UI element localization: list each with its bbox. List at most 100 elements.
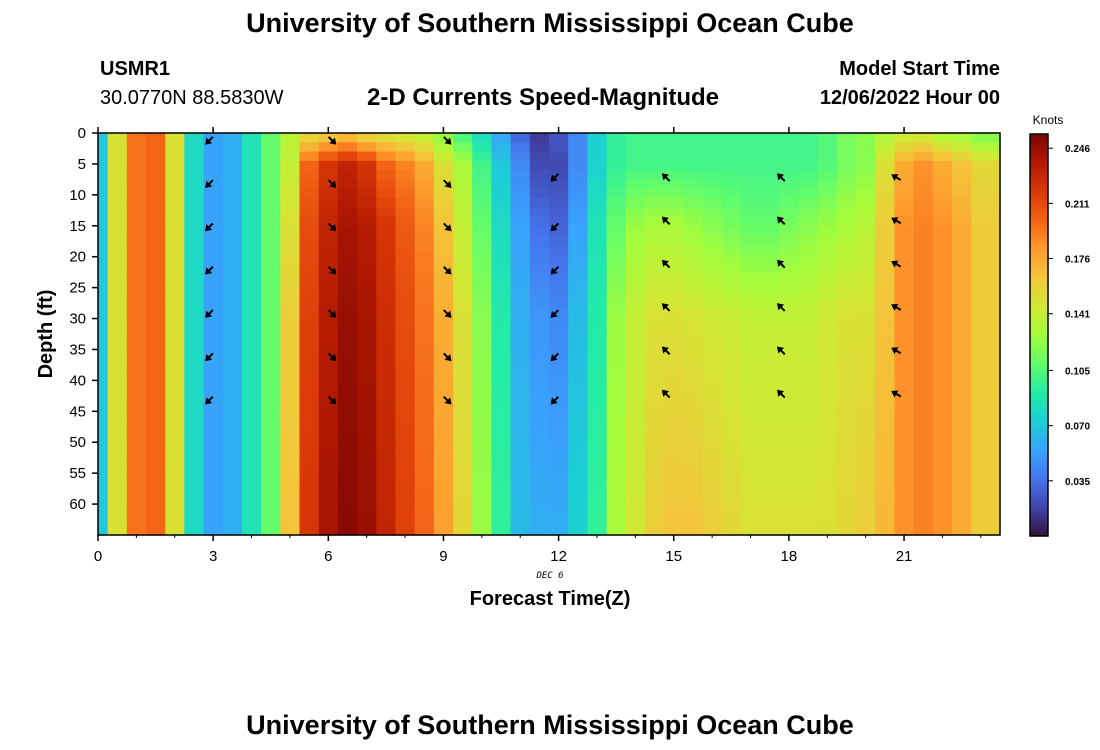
heatmap-cell	[664, 346, 684, 357]
heatmap-cell	[414, 262, 435, 273]
heatmap-cell	[606, 272, 627, 283]
heatmap-cell	[491, 253, 512, 264]
heatmap-cell	[625, 281, 646, 292]
heatmap-cell	[913, 364, 934, 375]
heatmap-cell	[606, 281, 627, 292]
colorbar-tick-label: 0.246	[1065, 144, 1090, 155]
heatmap-cell	[740, 513, 761, 524]
heatmap-cell	[184, 142, 205, 153]
heatmap-cell	[760, 531, 780, 536]
heatmap-cell	[817, 411, 838, 422]
heatmap-cell	[836, 170, 857, 180]
heatmap-cell	[510, 513, 531, 524]
heatmap-cell	[779, 457, 800, 468]
model-start-value: 12/06/2022 Hour 00	[819, 87, 1000, 109]
heatmap-cell	[913, 383, 934, 394]
heatmap-cell	[856, 272, 876, 283]
heatmap-cell	[702, 216, 723, 227]
heatmap-cell	[817, 160, 838, 171]
heatmap-cell	[107, 160, 128, 171]
heatmap-cell	[395, 188, 416, 199]
heatmap-cell	[357, 225, 377, 236]
heatmap-cell	[683, 466, 704, 477]
heatmap-cell	[625, 262, 646, 273]
heatmap-cell	[98, 290, 109, 301]
heatmap-cell	[856, 411, 876, 422]
heatmap-cell	[165, 337, 185, 347]
heatmap-cell	[337, 179, 358, 190]
heatmap-cell	[357, 364, 377, 375]
heatmap-cell	[241, 327, 262, 338]
heatmap-cell	[165, 299, 185, 310]
heatmap-cell	[913, 160, 934, 171]
heatmap-cell	[875, 197, 896, 208]
heatmap-cell	[376, 272, 397, 283]
heatmap-cell	[241, 253, 262, 264]
heatmap-cell	[280, 411, 301, 422]
heatmap-cell	[280, 448, 301, 459]
heatmap-cell	[836, 402, 857, 412]
heatmap-cell	[280, 272, 301, 283]
heatmap-cell	[606, 327, 627, 338]
heatmap-cell	[644, 160, 665, 171]
heatmap-cell	[952, 188, 972, 199]
heatmap-cell	[971, 235, 1001, 245]
heatmap-cell	[683, 188, 704, 199]
heatmap-cell	[395, 476, 416, 487]
heatmap-cell	[184, 188, 205, 199]
heatmap-cell	[299, 337, 320, 347]
heatmap-cell	[241, 216, 262, 227]
heatmap-cell	[875, 476, 896, 487]
heatmap-cell	[913, 179, 934, 190]
heatmap-cell	[856, 420, 876, 431]
heatmap-cell	[337, 522, 358, 533]
heatmap-cell	[453, 133, 473, 143]
heatmap-layer	[98, 133, 1001, 536]
heatmap-cell	[433, 476, 454, 487]
heatmap-cell	[644, 522, 665, 533]
heatmap-cell	[606, 411, 627, 422]
heatmap-cell	[510, 504, 531, 514]
heatmap-cell	[952, 225, 972, 236]
heatmap-cell	[779, 420, 800, 431]
heatmap-cell	[625, 225, 646, 236]
heatmap-cell	[856, 318, 876, 329]
heatmap-cell	[568, 476, 588, 487]
heatmap-cell	[817, 402, 838, 412]
heatmap-cell	[472, 179, 493, 190]
heatmap-cell	[107, 439, 128, 450]
heatmap-cell	[337, 216, 358, 227]
heatmap-cell	[280, 383, 301, 394]
heatmap-cell	[453, 179, 473, 190]
heatmap-cell	[856, 253, 876, 264]
heatmap-cell	[894, 170, 915, 180]
x-tick-label: 3	[209, 548, 217, 565]
heatmap-cell	[414, 448, 435, 459]
heatmap-cell	[280, 197, 301, 208]
heatmap-cell	[894, 392, 915, 403]
heatmap-cell	[145, 216, 166, 227]
heatmap-cell	[280, 346, 301, 357]
heatmap-cell	[241, 429, 262, 440]
heatmap-cell	[625, 429, 646, 440]
heatmap-cell	[433, 494, 454, 505]
heatmap-cell	[184, 225, 205, 236]
heatmap-cell	[126, 216, 147, 227]
heatmap-cell	[203, 160, 224, 171]
heatmap-cell	[568, 383, 588, 394]
heatmap-cell	[952, 133, 972, 143]
heatmap-cell	[357, 235, 377, 245]
heatmap-cell	[453, 244, 473, 255]
heatmap-cell	[357, 170, 377, 180]
heatmap-cell	[299, 151, 320, 162]
heatmap-cell	[683, 494, 704, 505]
heatmap-cell	[357, 244, 377, 255]
heatmap-cell	[126, 513, 147, 524]
heatmap-cell	[203, 225, 224, 236]
heatmap-cell	[107, 235, 128, 245]
heatmap-cell	[510, 355, 531, 366]
heatmap-cell	[625, 272, 646, 283]
heatmap-cell	[549, 346, 569, 357]
heatmap-cell	[549, 355, 569, 366]
heatmap-cell	[241, 476, 262, 487]
